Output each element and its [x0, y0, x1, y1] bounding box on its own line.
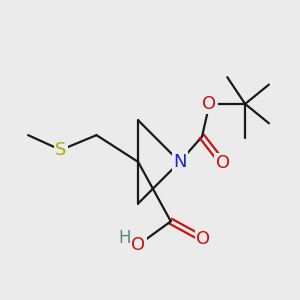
Text: H: H: [118, 229, 131, 247]
Text: O: O: [216, 154, 230, 172]
Text: S: S: [55, 141, 67, 159]
Text: N: N: [173, 153, 187, 171]
Text: O: O: [196, 230, 211, 248]
Text: O: O: [131, 236, 145, 254]
Text: O: O: [202, 95, 217, 113]
